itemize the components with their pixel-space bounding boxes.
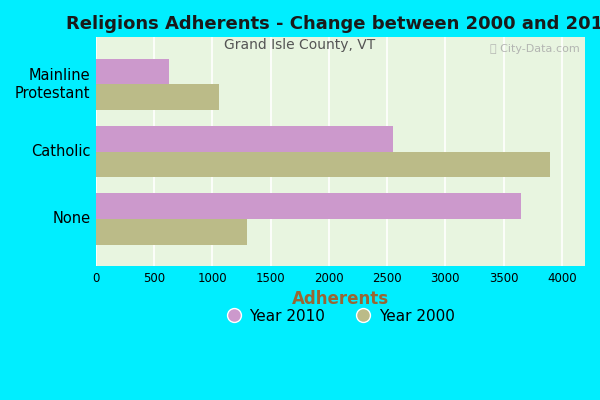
Bar <box>96 152 550 177</box>
Bar <box>96 219 247 244</box>
Text: Grand Isle County, VT: Grand Isle County, VT <box>224 38 376 52</box>
Legend: Year 2010, Year 2000: Year 2010, Year 2000 <box>219 301 462 332</box>
Bar <box>96 126 393 152</box>
Title: Religions Adherents - Change between 2000 and 2010: Religions Adherents - Change between 200… <box>66 15 600 33</box>
X-axis label: Adherents: Adherents <box>292 290 389 308</box>
Text: ⓘ City-Data.com: ⓘ City-Data.com <box>490 44 580 54</box>
Bar <box>96 194 521 219</box>
Bar <box>96 84 220 110</box>
Bar <box>96 59 169 84</box>
